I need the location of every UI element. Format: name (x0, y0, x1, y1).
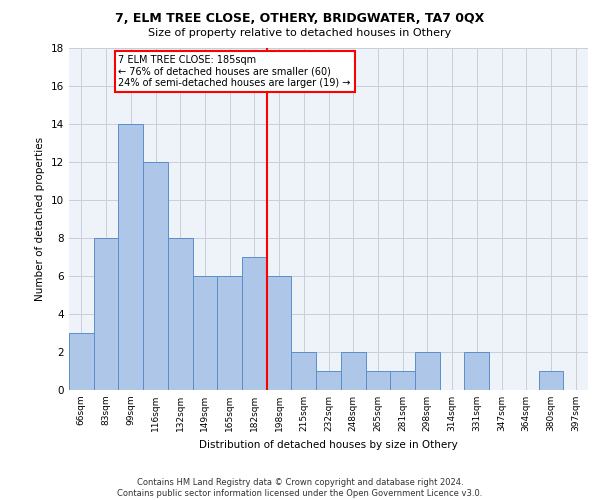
Bar (217, 276, 242, 390)
Bar (118, 124, 143, 390)
Bar (94, 238, 118, 390)
Text: 7 ELM TREE CLOSE: 185sqm
← 76% of detached houses are smaller (60)
24% of semi-d: 7 ELM TREE CLOSE: 185sqm ← 76% of detach… (118, 55, 351, 88)
Y-axis label: Number of detached properties: Number of detached properties (35, 136, 46, 301)
Text: 7, ELM TREE CLOSE, OTHERY, BRIDGWATER, TA7 0QX: 7, ELM TREE CLOSE, OTHERY, BRIDGWATER, T… (115, 12, 485, 26)
Text: Contains HM Land Registry data © Crown copyright and database right 2024.
Contai: Contains HM Land Registry data © Crown c… (118, 478, 482, 498)
Bar (464, 352, 489, 390)
Bar (242, 257, 267, 390)
X-axis label: Distribution of detached houses by size in Othery: Distribution of detached houses by size … (199, 440, 458, 450)
Bar (168, 238, 193, 390)
Bar (292, 352, 316, 390)
Bar (267, 276, 292, 390)
Bar (316, 371, 341, 390)
Bar (365, 371, 390, 390)
Bar (390, 371, 415, 390)
Bar (193, 276, 217, 390)
Bar (415, 352, 440, 390)
Text: Size of property relative to detached houses in Othery: Size of property relative to detached ho… (148, 28, 452, 38)
Bar (341, 352, 365, 390)
Bar (143, 162, 168, 390)
Bar (539, 371, 563, 390)
Bar (69, 333, 94, 390)
